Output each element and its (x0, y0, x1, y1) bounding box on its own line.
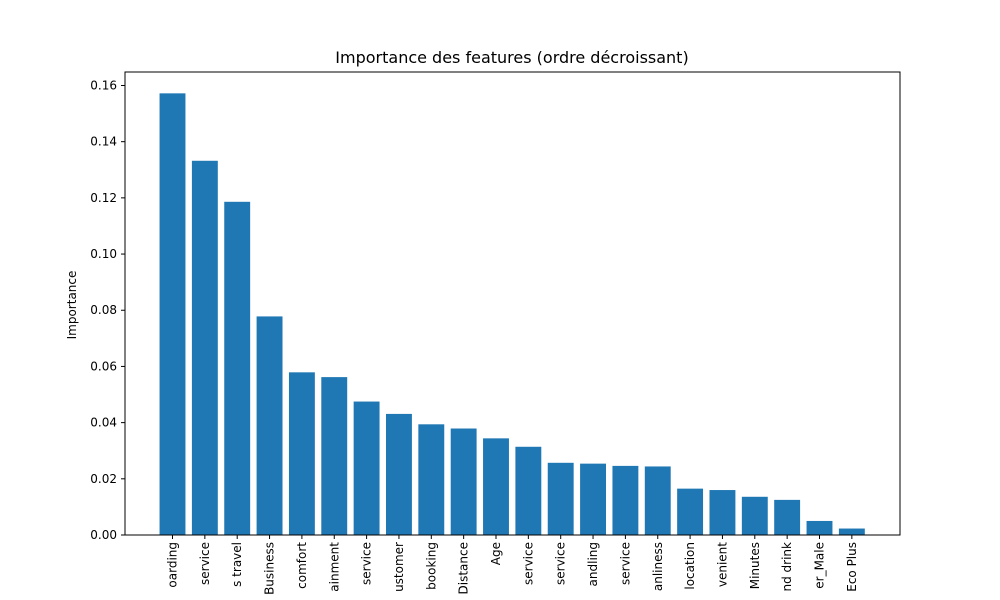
bar-18 (709, 490, 736, 535)
y-tick-label-8: 0.14 (90, 135, 117, 149)
y-tick-label-2: 0.02 (90, 472, 117, 486)
bar-14 (580, 463, 606, 535)
x-tick-label-4: Business (263, 542, 277, 595)
chart-title: Importance des features (ordre décroissa… (335, 48, 688, 67)
x-ticks-group: oarding service s travel Business comfort ain… (166, 535, 859, 595)
x-tick-label-7: service (360, 542, 374, 585)
bar-22 (838, 528, 865, 535)
x-tick-label-21: er_Male (813, 542, 827, 589)
bar-15 (612, 465, 639, 535)
bar-19 (741, 496, 768, 535)
bar-1 (159, 93, 186, 535)
bar-11 (483, 438, 509, 535)
x-tick-label-10: Distance (457, 542, 471, 594)
bar-20 (774, 499, 801, 535)
bar-21 (806, 520, 833, 535)
x-tick-label-5: comfort (295, 542, 309, 589)
y-ticks-group: 0.00 0.02 0.04 0.06 0.08 0.10 0.12 0.14 0.16 (90, 78, 125, 542)
x-tick-label-20: nd drink (780, 542, 794, 592)
y-tick-label-1: 0.00 (90, 528, 117, 542)
x-tick-label-22: Eco Plus (845, 542, 859, 592)
y-tick-label-4: 0.06 (90, 359, 117, 373)
bar-2 (191, 160, 218, 535)
y-tick-label-3: 0.04 (90, 416, 117, 430)
x-tick-label-9: booking (424, 542, 438, 590)
x-tick-label-13: service (554, 542, 568, 585)
x-tick-label-8: ustomer (392, 542, 406, 592)
x-tick-label-1: oarding (166, 542, 180, 588)
x-tick-label-17: location (683, 542, 697, 590)
y-axis-label: Importance (65, 271, 79, 340)
x-tick-label-6: ainment (327, 542, 341, 592)
x-tick-label-14: andling (586, 542, 600, 586)
bar-13 (547, 462, 574, 535)
x-tick-label-15: service (618, 542, 632, 585)
y-tick-label-7: 0.12 (90, 191, 117, 205)
bar-9 (418, 424, 445, 535)
x-tick-label-12: service (521, 542, 535, 585)
bar-10 (450, 428, 477, 535)
bar-16 (644, 466, 671, 535)
bar-12 (515, 446, 542, 535)
bar-17 (677, 488, 704, 535)
y-tick-label-9: 0.16 (90, 78, 117, 92)
x-tick-label-19: Minutes (748, 542, 762, 589)
x-tick-label-18: venient (715, 542, 729, 587)
bar-5 (288, 372, 315, 535)
plot-frame (124, 71, 901, 536)
bars-group (159, 93, 865, 536)
bar-3 (224, 201, 251, 536)
x-tick-label-2: service (198, 542, 212, 585)
x-tick-label-11: Age (489, 542, 503, 565)
bar-8 (386, 413, 412, 535)
bar-4 (256, 316, 283, 535)
y-tick-label-6: 0.10 (90, 247, 117, 261)
bar-6 (321, 377, 348, 535)
y-tick-label-5: 0.08 (90, 303, 117, 317)
bar-7 (353, 401, 380, 535)
x-tick-label-16: anliness (651, 542, 665, 591)
x-tick-label-3: s travel (230, 542, 244, 587)
